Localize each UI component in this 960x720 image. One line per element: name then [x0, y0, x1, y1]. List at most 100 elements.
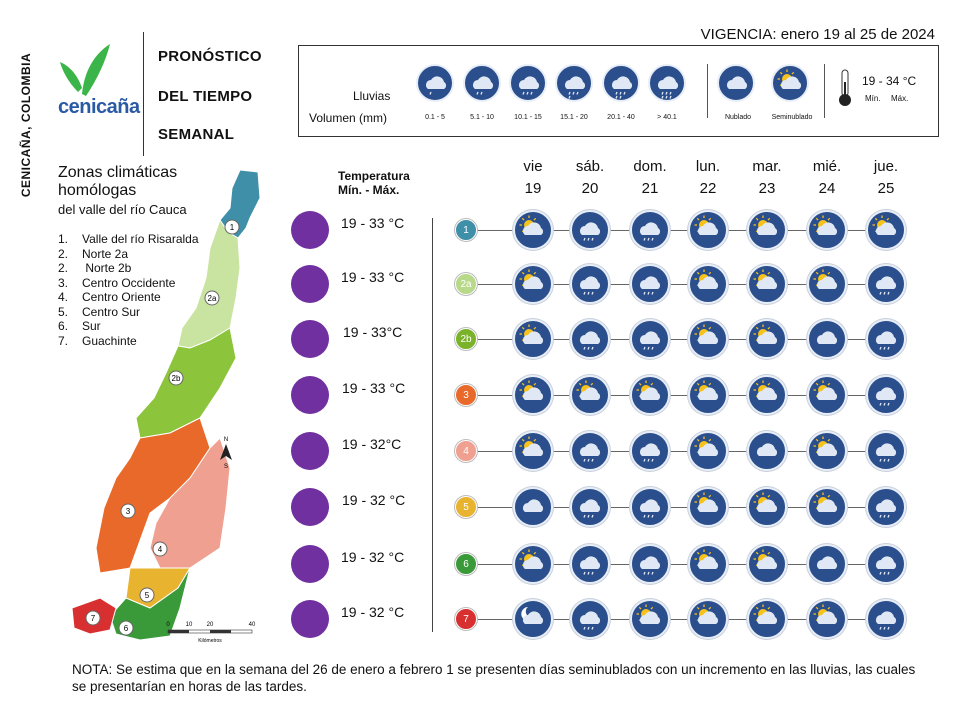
legend-range-label: 15.1 - 20 — [560, 114, 588, 121]
legend-divider-1 — [707, 64, 708, 118]
zone-badge: 2b — [455, 328, 477, 350]
svg-text:6: 6 — [124, 624, 129, 633]
legend-temp-min: Mín. — [865, 94, 881, 103]
temperature-range: 19 - 33°C — [343, 324, 403, 340]
map-scale-label: 10 — [186, 622, 193, 628]
svg-text:1: 1 — [230, 223, 235, 232]
temperature-range: 19 - 33 °C — [341, 215, 405, 231]
rain-icon — [866, 264, 906, 304]
svg-text:4: 4 — [158, 545, 163, 554]
sun-cloud-icon — [807, 264, 847, 304]
rain-icon — [570, 210, 610, 250]
rain-icon — [866, 487, 906, 527]
temperature-indicator — [291, 376, 329, 414]
legend-range-label: 0.1 - 5 — [425, 114, 445, 121]
map-north-label: N — [224, 437, 228, 443]
sun-cloud-icon — [747, 599, 787, 639]
day-header: vie 19 — [523, 158, 543, 197]
rain-icon — [570, 544, 610, 584]
zone-list-item: 4. Centro Oriente — [58, 290, 161, 304]
title-line-2: DEL TIEMPO — [158, 88, 253, 105]
sun-cloud-icon — [513, 544, 553, 584]
map-scale-unit: Kilómetros — [198, 638, 222, 644]
rain-icon — [866, 319, 906, 359]
sun-cloud-icon — [747, 319, 787, 359]
sun-cloud-icon — [747, 375, 787, 415]
temperature-range: 19 - 33 °C — [342, 380, 406, 396]
temperature-indicator — [291, 320, 329, 358]
svg-text:5: 5 — [145, 591, 150, 600]
day-header: mar. 23 — [752, 158, 782, 197]
zone-list-item: 6. Sur — [58, 319, 101, 333]
rain-icon — [630, 431, 670, 471]
rain-icon — [630, 487, 670, 527]
rain-icon — [570, 599, 610, 639]
temperature-indicator — [291, 432, 329, 470]
rain-icon — [570, 319, 610, 359]
zones-title-line-2: homólogas — [58, 182, 137, 199]
sun-cloud-icon — [688, 264, 728, 304]
zones-title: Zonas climáticas homólogas — [58, 164, 177, 200]
title-line-1: PRONÓSTICO — [158, 48, 262, 65]
svg-text:3: 3 — [126, 507, 131, 516]
rain-icon — [570, 264, 610, 304]
temperature-indicator — [291, 488, 329, 526]
zone-map: 1 2a 2b 3 4 5 6 7 N S 0 10 20 40 Kilómetros — [71, 169, 261, 644]
svg-text:2b: 2b — [172, 374, 181, 383]
cloud-icon — [513, 487, 553, 527]
map-zone-2a — [177, 218, 241, 349]
sun-cloud-icon — [688, 431, 728, 471]
legend-range-label: > 40.1 — [657, 114, 677, 121]
sun-cloud-icon — [807, 487, 847, 527]
cloud-icon — [807, 319, 847, 359]
sun-cloud-icon — [688, 599, 728, 639]
thermometer-icon — [839, 69, 851, 106]
sun-cloud-icon — [807, 375, 847, 415]
sun-cloud-icon — [688, 487, 728, 527]
zone-badge: 7 — [455, 608, 477, 630]
legend-range-label: 10.1 - 15 — [514, 114, 542, 121]
legend-rain-icon — [602, 64, 640, 102]
zones-title-line-1: Zonas climáticas — [58, 164, 178, 181]
temperature-indicator — [291, 211, 329, 249]
zone-badge: 2a — [455, 273, 477, 295]
sun-cloud-icon — [513, 319, 553, 359]
zone-list-item: 7. Guachinte — [58, 333, 137, 348]
svg-text:7: 7 — [91, 614, 96, 623]
sun-cloud-icon — [807, 431, 847, 471]
day-header: mié. 24 — [812, 158, 842, 197]
sun-cloud-icon — [513, 210, 553, 250]
legend-range-label: 5.1 - 10 — [470, 114, 494, 121]
side-title-text: CENICAÑA, COLOMBIA — [19, 52, 33, 198]
zones-subtitle: del valle del río Cauca — [58, 202, 187, 217]
temperature-header-line-1: Temperatura — [338, 169, 410, 183]
sun-cloud-icon — [866, 210, 906, 250]
map-south-label: S — [224, 464, 228, 470]
legend-temp-max: Máx. — [891, 94, 909, 103]
rain-icon — [570, 487, 610, 527]
zone-list-item: 5. Centro Sur — [58, 304, 141, 319]
sun-cloud-icon — [747, 544, 787, 584]
temperature-range: 19 - 32 °C — [341, 549, 405, 565]
sun-cloud-icon — [513, 375, 553, 415]
zone-badge: 4 — [455, 440, 477, 462]
legend-divider-2 — [824, 64, 825, 118]
legend-temp-range: 19 - 34 °C — [862, 74, 917, 88]
logo-text: cenicaña — [58, 96, 140, 118]
rain-icon — [866, 431, 906, 471]
sun-cloud-icon — [513, 431, 553, 471]
legend-seminublado-icon — [771, 64, 809, 102]
legend-seminublado-label: Seminublado — [771, 114, 813, 121]
temperature-header: Temperatura Mín. - Máx. — [338, 169, 410, 197]
zone-badge: 1 — [455, 219, 477, 241]
header-divider — [143, 32, 144, 156]
map-scale-label: 0 — [166, 622, 170, 628]
temperature-range: 19 - 32°C — [342, 436, 402, 452]
temperature-range: 19 - 32 °C — [342, 492, 406, 508]
zone-list-item: 2. Norte 2a — [58, 246, 129, 261]
temperature-indicator — [291, 265, 329, 303]
temperature-range: 19 - 33 °C — [341, 269, 405, 285]
day-header: lun. 22 — [695, 158, 721, 197]
legend-range-label: 20.1 - 40 — [607, 114, 635, 121]
map-zone-markers: 1 2a 2b 3 4 5 6 7 — [85, 219, 240, 636]
